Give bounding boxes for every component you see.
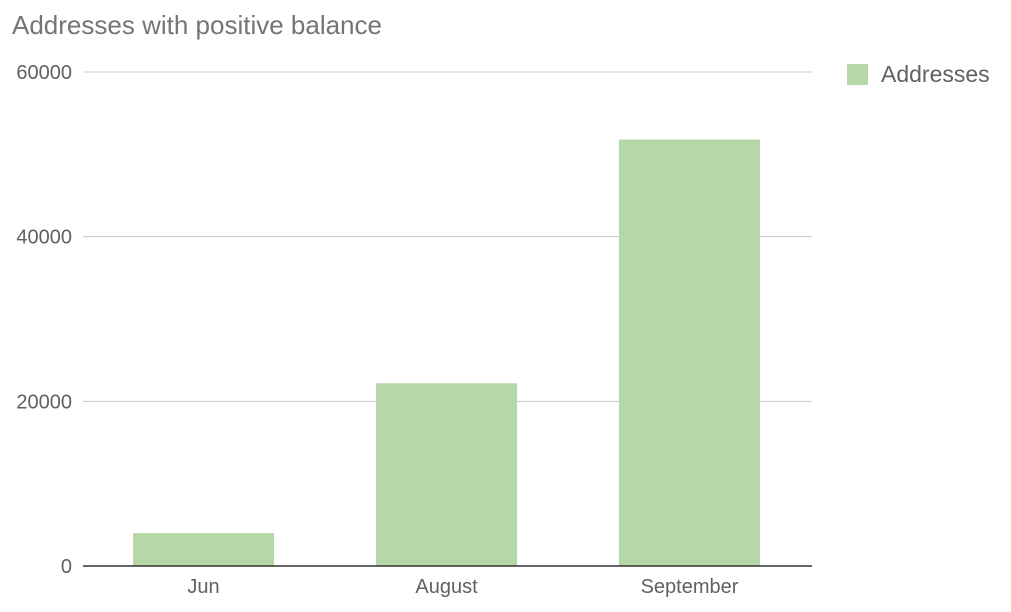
y-tick-label: 20000 xyxy=(16,391,72,413)
bar-august xyxy=(376,383,517,566)
x-axis-ticks: Jun August September xyxy=(187,576,738,598)
legend: Addresses xyxy=(847,61,990,87)
x-tick-label: Jun xyxy=(187,576,219,598)
legend-label: Addresses xyxy=(881,61,990,87)
x-tick-label: September xyxy=(641,576,739,598)
legend-swatch xyxy=(847,64,868,85)
y-tick-label: 40000 xyxy=(16,227,72,249)
bars xyxy=(133,139,760,566)
chart-title: Addresses with positive balance xyxy=(12,10,382,40)
y-tick-label: 60000 xyxy=(16,62,72,84)
y-tick-label: 0 xyxy=(61,556,72,578)
x-tick-label: August xyxy=(415,576,478,598)
bar-jun xyxy=(133,533,274,566)
bar-september xyxy=(619,139,760,566)
y-axis-ticks: 0 20000 40000 60000 xyxy=(16,62,72,578)
